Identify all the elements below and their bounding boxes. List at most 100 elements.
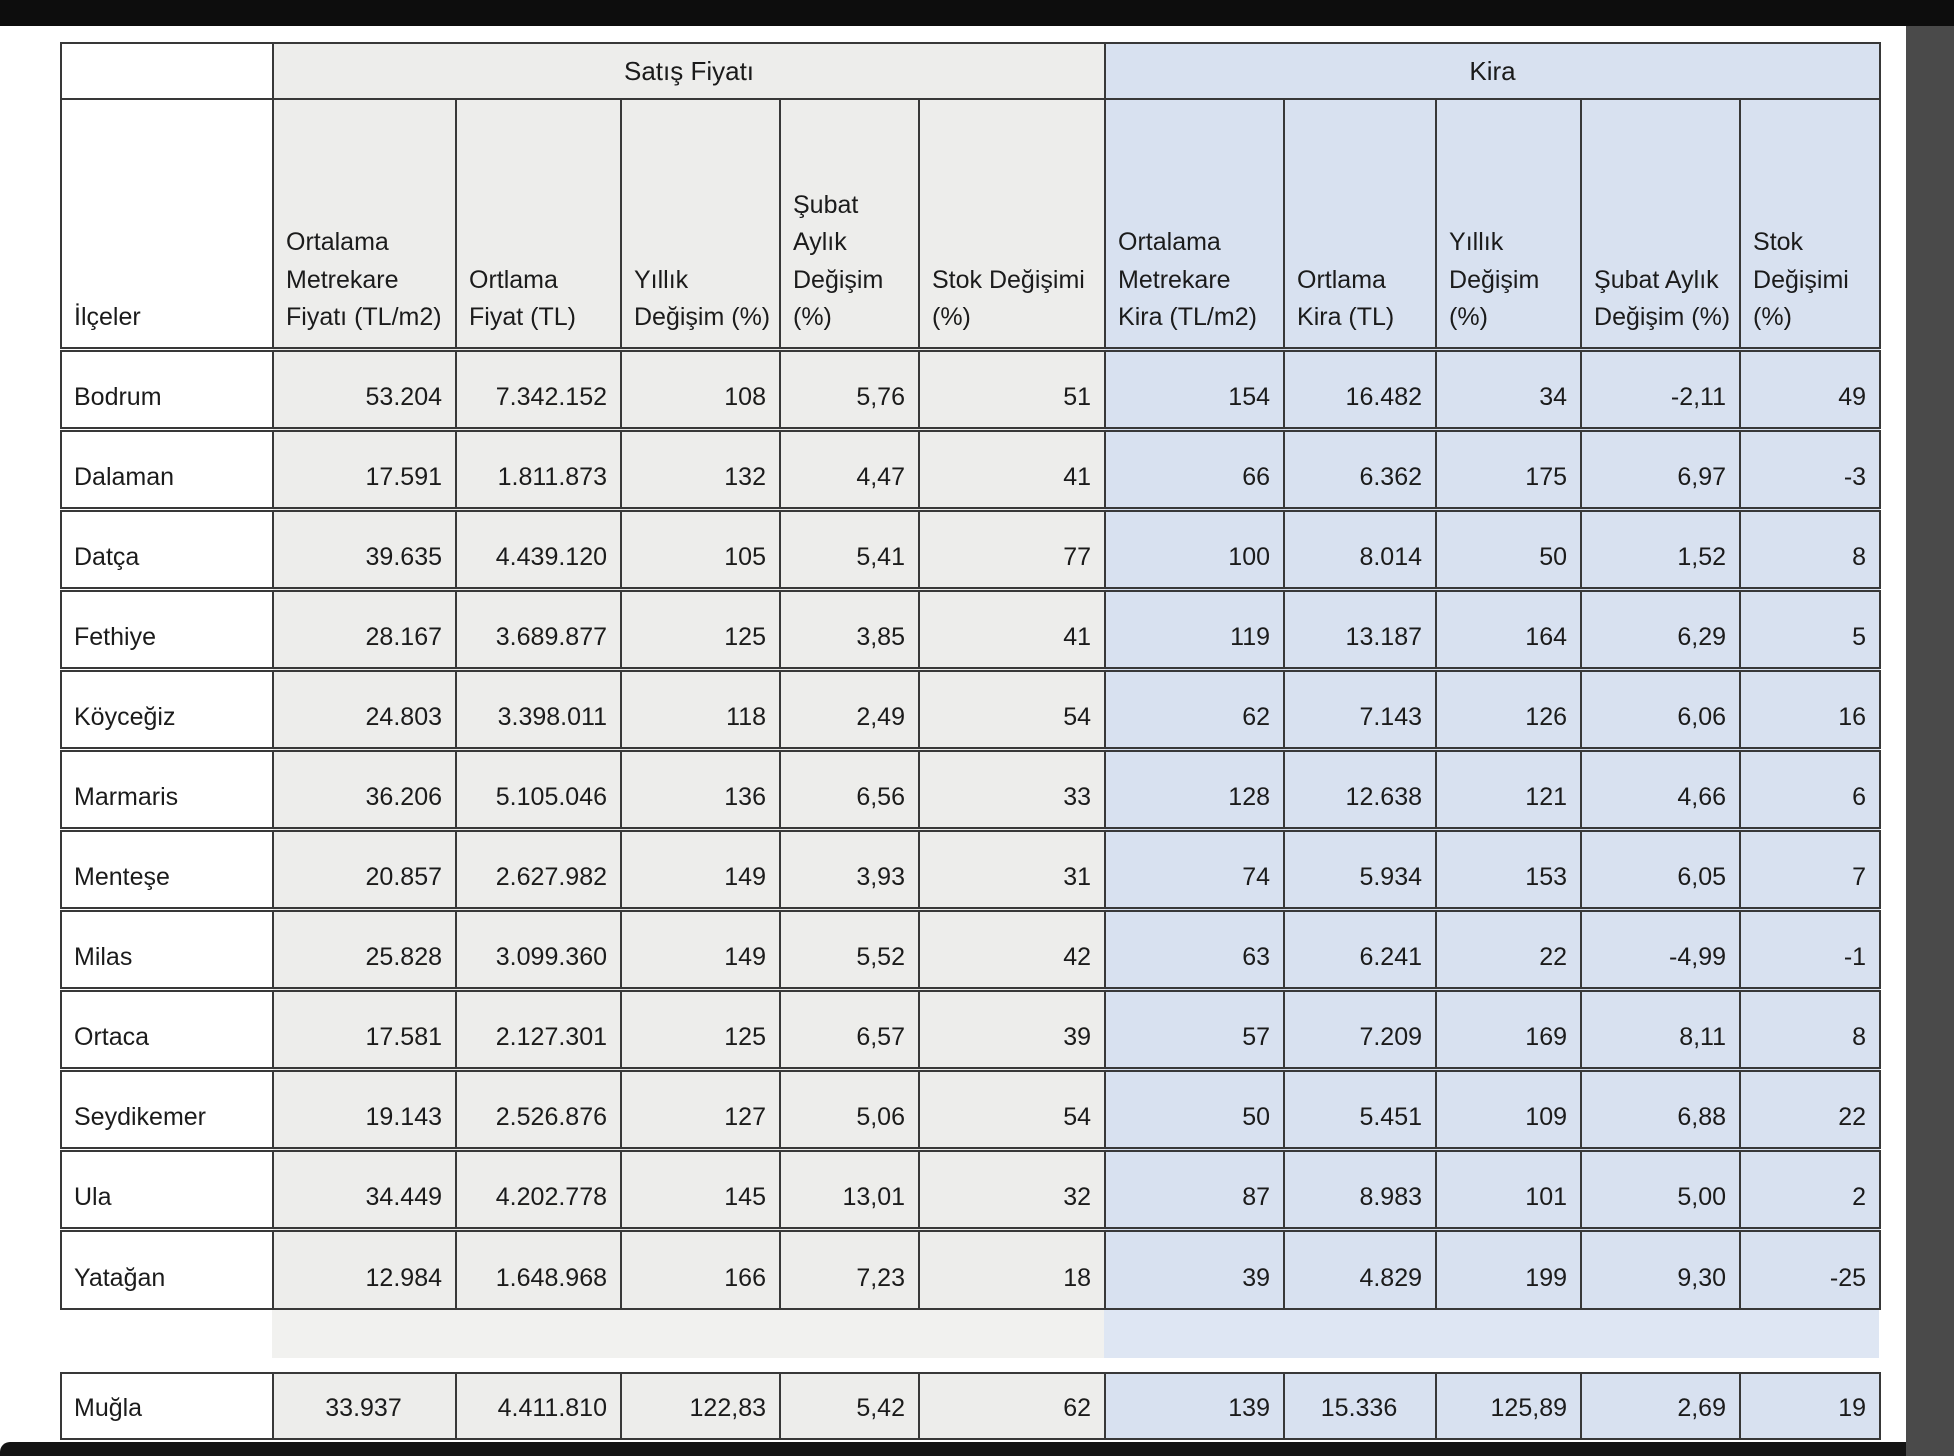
value-cell: 6,06 [1580, 666, 1742, 750]
column-header-rent-monthly-change: Şubat Aylık Değişim (%) [1580, 98, 1742, 350]
value-cell: 74 [1104, 826, 1286, 910]
value-cell: 33 [917, 746, 1107, 830]
value-cell: 149 [620, 826, 781, 910]
column-header-sale-sqm-price: Ortalama Metrekare Fiyatı (TL/m2) [272, 98, 457, 350]
value-cell: 2 [1739, 1146, 1882, 1230]
value-cell: -3 [1739, 426, 1882, 510]
value-cell: 121 [1435, 746, 1583, 830]
value-cell: 128 [1104, 746, 1286, 830]
value-cell: 18 [917, 1226, 1107, 1310]
value-cell: 164 [1435, 586, 1583, 670]
value-cell: 36.206 [272, 746, 457, 830]
table-row: Köyceğiz 24.803 3.398.011 118 2,49 54 62 7.143 1… [60, 666, 1882, 750]
viewer-top-bar [0, 0, 1954, 26]
value-cell: 6,56 [779, 746, 920, 830]
value-cell: 32 [917, 1146, 1107, 1230]
value-cell: 2.526.876 [455, 1066, 622, 1150]
column-header-row: İlçeler Ortalama Metrekare Fiyatı (TL/m2… [60, 98, 1882, 350]
district-name-cell: Dalaman [60, 426, 274, 510]
value-cell: 149 [620, 906, 781, 990]
column-header-rent-sqm-price: Ortalama Metrekare Kira (TL/m2) [1104, 98, 1286, 350]
value-cell: 7.342.152 [455, 346, 622, 430]
value-cell: 15.336 [1283, 1372, 1437, 1440]
value-cell: 7.209 [1283, 986, 1438, 1070]
value-cell: 51 [917, 346, 1107, 430]
table-row: Bodrum 53.204 7.342.152 108 5,76 51 154 16.482 3… [60, 346, 1882, 430]
value-cell: 50 [1435, 506, 1583, 590]
value-cell: 139 [1104, 1372, 1285, 1440]
district-name-cell: Seydikemer [60, 1066, 274, 1150]
column-header-sale-stock-change: Stok Değişimi (%) [917, 98, 1107, 350]
value-cell: 101 [1435, 1146, 1583, 1230]
district-name-cell: Milas [60, 906, 274, 990]
value-cell: 5,00 [1580, 1146, 1742, 1230]
table-row: Seydikemer 19.143 2.526.876 127 5,06 54 50 5.45… [60, 1066, 1882, 1150]
value-cell: 126 [1435, 666, 1583, 750]
value-cell: 132 [620, 426, 781, 510]
value-cell: 6,29 [1580, 586, 1742, 670]
value-cell: 3.398.011 [455, 666, 622, 750]
district-price-table: Satış Fiyatı Kira İlçeler Ortalama Metre… [60, 42, 1882, 1310]
column-header-rent-stock-change: Stok Değişimi (%) [1739, 98, 1882, 350]
table-row: Ula 34.449 4.202.778 145 13,01 32 87 8.983 101 5,… [60, 1146, 1882, 1230]
value-cell: 28.167 [272, 586, 457, 670]
value-cell: 16.482 [1283, 346, 1438, 430]
value-cell: 13,01 [779, 1146, 920, 1230]
separator-band-rent [1104, 1310, 1879, 1358]
section-header-rent: Kira [1104, 42, 1882, 100]
value-cell: 175 [1435, 426, 1583, 510]
value-cell: 16 [1739, 666, 1882, 750]
table-row: Fethiye 28.167 3.689.877 125 3,85 41 119 13.187… [60, 586, 1882, 670]
district-name-cell: Datça [60, 506, 274, 590]
value-cell: -2,11 [1580, 346, 1742, 430]
value-cell: 3.689.877 [455, 586, 622, 670]
value-cell: 62 [918, 1372, 1106, 1440]
value-cell: 31 [917, 826, 1107, 910]
district-name-cell: Ortaca [60, 986, 274, 1070]
value-cell: 5,42 [779, 1372, 920, 1440]
table-row: Yatağan 12.984 1.648.968 166 7,23 18 39 4.829 19… [60, 1226, 1882, 1310]
value-cell: 66 [1104, 426, 1286, 510]
value-cell: 33.937 [272, 1372, 457, 1440]
district-name-cell: Fethiye [60, 586, 274, 670]
value-cell: 6,05 [1580, 826, 1742, 910]
value-cell: 122,83 [620, 1372, 781, 1440]
district-name-cell: Köyceğiz [60, 666, 274, 750]
district-name-cell: Muğla [60, 1372, 274, 1440]
corner-blank-cell [60, 42, 274, 100]
district-name-cell: Bodrum [60, 346, 274, 430]
value-cell: 145 [620, 1146, 781, 1230]
value-cell: 25.828 [272, 906, 457, 990]
table-row: Ortaca 17.581 2.127.301 125 6,57 39 57 7.209 169… [60, 986, 1882, 1070]
table-row: Dalaman 17.591 1.811.873 132 4,47 41 66 6.362 17… [60, 426, 1882, 510]
value-cell: 8.014 [1283, 506, 1438, 590]
value-cell: 6.241 [1283, 906, 1438, 990]
column-header-sale-monthly-change: Şubat Aylık Değişim (%) [779, 98, 920, 350]
value-cell: 2,69 [1580, 1372, 1741, 1440]
value-cell: -1 [1739, 906, 1882, 990]
value-cell: 108 [620, 346, 781, 430]
column-header-sale-avg-price: Ortlama Fiyat (TL) [455, 98, 622, 350]
value-cell: -4,99 [1580, 906, 1742, 990]
value-cell: 8 [1739, 506, 1882, 590]
value-cell: 127 [620, 1066, 781, 1150]
value-cell: 3,93 [779, 826, 920, 910]
value-cell: 3.099.360 [455, 906, 622, 990]
value-cell: 5 [1739, 586, 1882, 670]
value-cell: -25 [1739, 1226, 1882, 1310]
value-cell: 109 [1435, 1066, 1583, 1150]
value-cell: 7,23 [779, 1226, 920, 1310]
summary-row: Muğla 33.937 4.411.810 122,83 5,42 62 139 15.33… [60, 1372, 1881, 1440]
value-cell: 6,97 [1580, 426, 1742, 510]
district-rows: Bodrum 53.204 7.342.152 108 5,76 51 154 16.482 3… [60, 346, 1882, 1310]
value-cell: 8 [1739, 986, 1882, 1070]
value-cell: 4.411.810 [455, 1372, 622, 1440]
value-cell: 22 [1435, 906, 1583, 990]
value-cell: 118 [620, 666, 781, 750]
value-cell: 19.143 [272, 1066, 457, 1150]
value-cell: 5,06 [779, 1066, 920, 1150]
value-cell: 4,47 [779, 426, 920, 510]
value-cell: 20.857 [272, 826, 457, 910]
value-cell: 34.449 [272, 1146, 457, 1230]
value-cell: 34 [1435, 346, 1583, 430]
